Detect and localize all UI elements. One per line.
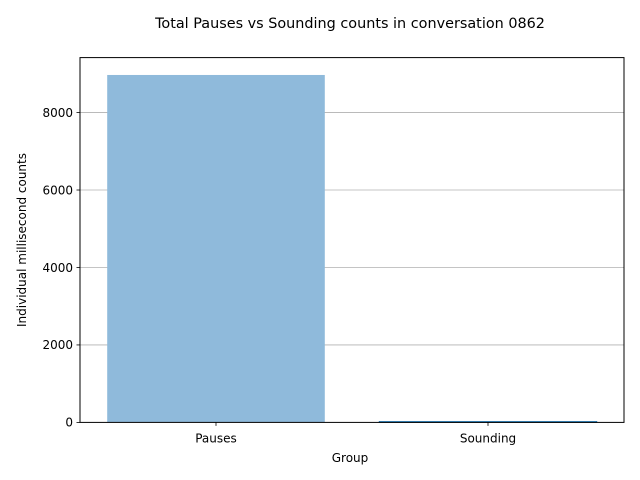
x-tick-label: Pauses [195,431,237,445]
bar-pauses [107,74,325,423]
x-tick-label: Sounding [460,431,516,445]
bars [107,74,598,423]
y-tick-label: 2000 [42,338,73,352]
y-tick-label: 6000 [42,183,73,197]
y-tick-label: 4000 [42,261,73,275]
y-axis-label: Individual millisecond counts [15,153,29,327]
plot-frame [79,57,625,423]
y-axis-ticks: 0 2000 4000 6000 8000 [42,106,80,430]
y-tick-label: 0 [65,416,73,430]
x-axis-ticks: Pauses Sounding [195,422,516,445]
x-axis-label: Group [332,451,369,465]
chart-title: Total Pauses vs Sounding counts in conve… [154,16,545,32]
y-tick-label: 8000 [42,106,73,120]
